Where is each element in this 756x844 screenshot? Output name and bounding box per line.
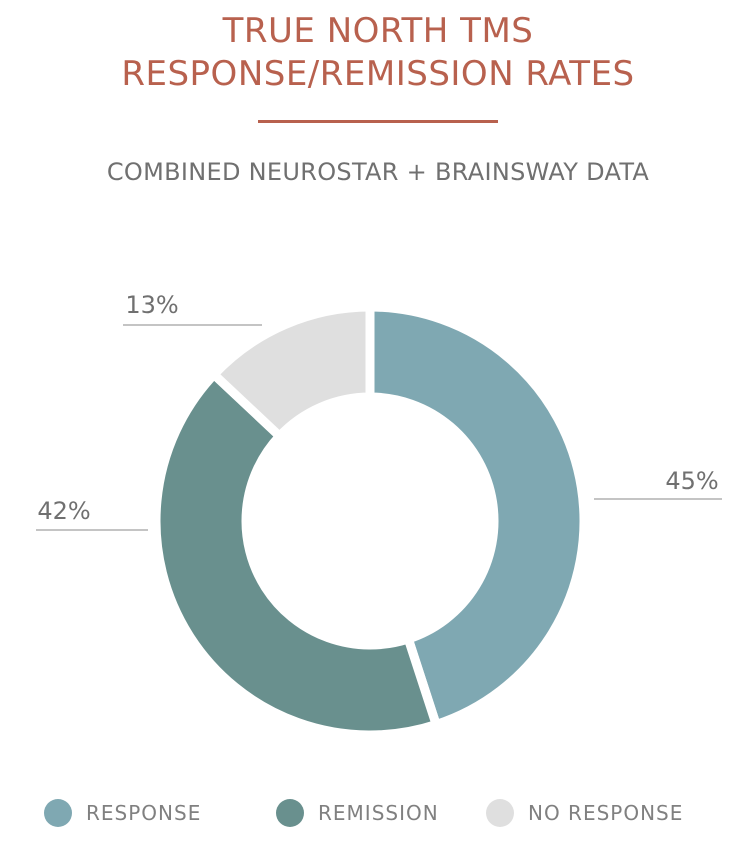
legend-label-remission: REMISSION xyxy=(318,801,439,825)
data-label-no-response: 13% xyxy=(125,291,178,319)
legend-label-no-response: NO RESPONSE xyxy=(528,801,684,825)
legend-swatch-remission xyxy=(276,799,304,827)
chart-title-line-1: TRUE NORTH TMS xyxy=(222,11,534,51)
chart-subtitle: COMBINED NEUROSTAR + BRAINSWAY DATA xyxy=(106,158,650,186)
data-label-response: 45% xyxy=(665,467,718,495)
data-label-remission: 42% xyxy=(37,497,90,525)
title-divider xyxy=(258,120,498,123)
legend-item-no-response: NO RESPONSE xyxy=(486,796,683,830)
legend-swatch-response xyxy=(44,799,72,827)
legend-item-remission: REMISSION xyxy=(276,796,439,830)
legend-label-response: RESPONSE xyxy=(86,801,202,825)
slice-response xyxy=(365,302,589,731)
chart-title-line-2: RESPONSE/REMISSION RATES xyxy=(121,54,635,94)
legend-swatch-no-response xyxy=(486,799,514,827)
legend-item-response: RESPONSE xyxy=(44,796,201,830)
slice-remission xyxy=(151,368,442,740)
slice-no-response xyxy=(207,302,375,443)
